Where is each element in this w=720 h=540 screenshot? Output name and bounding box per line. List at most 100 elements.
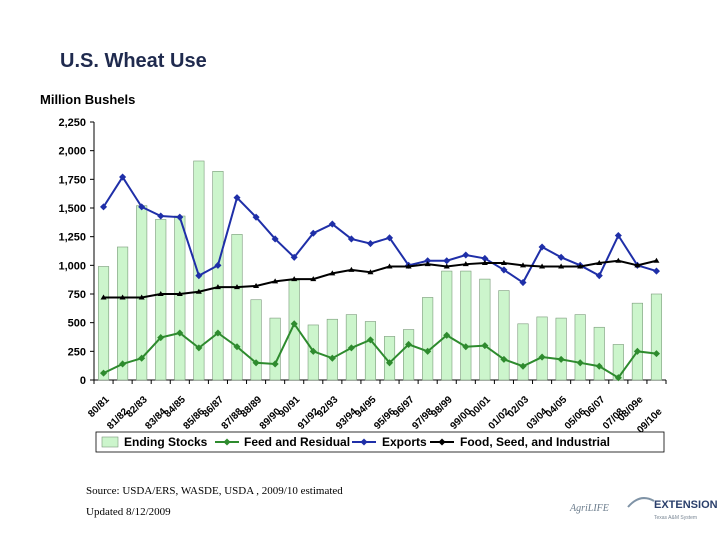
legend-label-feed-and-residual: Feed and Residual — [244, 435, 350, 449]
y-tick-label: 1,500 — [58, 203, 86, 215]
ending-stocks-bar — [422, 297, 434, 381]
food-seed-and-industrial-point — [462, 261, 469, 267]
feed-and-residual-point — [500, 355, 508, 363]
food-seed-and-industrial-point — [558, 263, 565, 269]
ending-stocks-bar — [574, 314, 586, 381]
feed-and-residual-point — [462, 343, 470, 351]
x-tick-label: 88/89 — [239, 394, 265, 420]
ending-stocks-bar — [174, 215, 186, 381]
x-tick-label: 06/07 — [582, 394, 608, 420]
legend-marker-feed-and-residual — [223, 438, 231, 446]
food-seed-and-industrial-point — [157, 291, 164, 296]
legend-label-exports: Exports — [382, 435, 427, 449]
exports-point — [557, 253, 565, 261]
ending-stocks-bar — [536, 316, 548, 381]
legend-marker-exports — [360, 438, 368, 446]
exports-point — [99, 203, 108, 211]
exports-point — [157, 212, 165, 220]
food-seed-and-industrial-point — [119, 294, 126, 300]
feed-and-residual-point — [271, 360, 279, 368]
feed-and-residual-point — [176, 329, 184, 337]
food-seed-and-industrial-point — [500, 260, 507, 266]
legend-swatch-ending-stocks — [101, 436, 119, 448]
y-tick-label: 2,000 — [58, 146, 86, 158]
feed-and-residual-line — [103, 321, 657, 380]
agrilife-extension-logo: AgriLIFE EXTENSION Texas A&M System — [568, 495, 718, 525]
x-tick-label: 96/97 — [391, 394, 417, 420]
feed-and-residual-point — [481, 342, 489, 350]
feed-and-residual-point — [405, 340, 413, 348]
exports-point — [424, 257, 432, 265]
ending-stocks-bar — [498, 290, 510, 381]
exports-point — [347, 235, 355, 243]
feed-and-residual-point — [614, 374, 622, 382]
ending-stocks-bar — [555, 317, 567, 381]
plot-area: 0 250 500 750 1,000 1,250 1,500 1,750 2,000 2,250… — [58, 117, 667, 436]
exports-point — [538, 243, 546, 251]
legend: Ending Stocks Feed and Residual Exports Foo… — [95, 431, 665, 453]
food-seed-and-industrial-point — [596, 260, 603, 266]
exports-point — [614, 231, 622, 240]
y-tick-label: 0 — [80, 375, 86, 387]
feed-and-residual-point — [99, 369, 108, 377]
exports-point — [462, 251, 470, 259]
food-seed-and-industrial-point — [367, 269, 374, 275]
exports-point — [652, 267, 661, 275]
feed-and-residual-point — [138, 354, 146, 362]
x-tick-label: 86/87 — [201, 394, 227, 420]
exports-point — [481, 254, 489, 262]
food-seed-and-industrial-point — [138, 294, 145, 300]
food-seed-and-industrial-point — [405, 263, 412, 269]
feed-and-residual-point — [366, 336, 375, 344]
updated-note: Updated 8/12/2009 — [86, 506, 171, 518]
feed-and-residual-point — [519, 362, 527, 370]
legend-marker-food-seed-and-industrial — [438, 438, 446, 446]
food-seed-and-industrial-point — [214, 284, 221, 290]
x-tick-label: 84/85 — [162, 394, 188, 420]
food-seed-and-industrial-point — [424, 261, 431, 267]
exports-point — [214, 261, 222, 269]
ending-stocks-bar — [441, 270, 453, 381]
ending-stocks-bar — [97, 266, 110, 381]
feed-and-residual-point — [195, 344, 203, 352]
feed-and-residual-point — [290, 320, 298, 328]
food-seed-and-industrial-point — [386, 263, 393, 269]
feed-and-residual-point — [328, 354, 336, 362]
food-seed-and-industrial-point — [100, 294, 107, 300]
exports-line — [102, 175, 657, 284]
exports-point — [176, 213, 184, 221]
feed-and-residual-point — [424, 347, 432, 355]
ending-stocks-bar — [155, 219, 167, 381]
logo-swoosh-icon — [627, 497, 655, 508]
wheat-use-chart: 0 250 500 750 1,000 1,250 1,500 1,750 2,000 2,250… — [58, 117, 667, 453]
exports-point — [290, 253, 298, 261]
ending-stocks-bar — [231, 234, 243, 381]
exports-point — [500, 266, 508, 274]
legend-label-food-seed-and-industrial: Food, Seed, and Industrial — [460, 435, 610, 449]
x-tick-label: 98/99 — [429, 394, 455, 420]
ending-stocks-bar — [117, 246, 129, 381]
ending-stocks-bar — [250, 299, 262, 381]
x-tick-label: 09/10e — [635, 406, 665, 436]
ending-stocks-bar — [650, 293, 663, 381]
x-tick-label: 92/93 — [315, 394, 341, 420]
feed-and-residual-point — [576, 359, 584, 367]
logo-brand-text: AgriLIFE — [570, 503, 609, 514]
food-seed-and-industrial-point — [520, 262, 526, 268]
ending-stocks-bar — [631, 302, 643, 381]
exports-point — [385, 234, 394, 242]
x-tick-label: 00/01 — [468, 394, 494, 420]
exports-point — [309, 229, 317, 237]
food-seed-and-industrial-line — [103, 259, 657, 299]
logo-name-text: EXTENSION — [654, 499, 718, 511]
x-tick-label: 80/81 — [86, 394, 112, 420]
y-tick-label: 1,000 — [58, 260, 86, 272]
exports-point — [366, 240, 375, 248]
exports-point — [233, 194, 241, 202]
feed-and-residual-point — [347, 344, 355, 352]
ending-stocks-bar — [593, 326, 605, 381]
food-seed-and-industrial-point — [272, 278, 279, 284]
x-tick-label: 82/83 — [124, 394, 150, 420]
food-seed-and-industrial-point — [253, 282, 260, 288]
x-tick-label: 02/03 — [506, 394, 532, 420]
